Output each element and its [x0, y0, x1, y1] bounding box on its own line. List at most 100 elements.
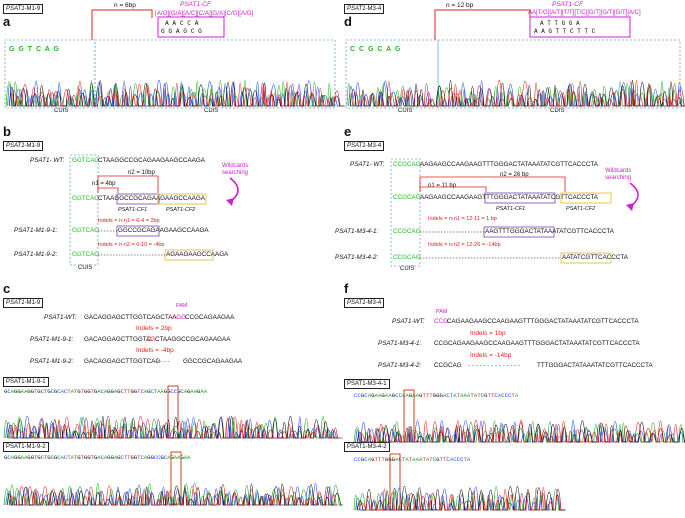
- r1-box-e: [483, 226, 555, 238]
- sample-tag-e: PSAT1-M3-4: [344, 141, 385, 151]
- sample-tag-b: PSAT1-M1-9: [3, 141, 44, 151]
- wt-pam-c: AGG: [172, 314, 186, 321]
- wt-name-f: PSAT1-WT:: [392, 318, 425, 325]
- trace-a-0: [5, 80, 336, 107]
- n1-label-e: n1 = 11 bp: [428, 183, 457, 189]
- cf2-label-b: PSAT1-CF2: [166, 207, 196, 213]
- r2-dash-f: - - - - - - - - - - - - - -: [468, 362, 521, 369]
- indel2-c: Indels = -4bp: [136, 347, 174, 354]
- trace-a-3: [10, 81, 342, 107]
- indel1-c: Indels = 2bp: [136, 325, 172, 332]
- trace-d-2: [350, 80, 684, 107]
- r2-green-e: CCGCAG: [393, 254, 421, 261]
- r1-name-c: PSAT1-M1-9-1:: [30, 336, 74, 343]
- mid-green-b: GGTCAG: [72, 195, 100, 202]
- trace-f2-3: [358, 486, 562, 511]
- pam-label-c: PAM: [176, 303, 188, 309]
- chromatogram-traces: [3, 80, 685, 511]
- cf1-label-b: PSAT1-CF1: [118, 207, 148, 213]
- r1-red-c: AG: [146, 336, 156, 343]
- wt-b-c: CCGCAGAAGAA: [185, 314, 235, 321]
- cf-pattern-d: AA[T/G][A/T][T/T][T/C][G/T][G/T][G/T][A/…: [528, 10, 641, 16]
- n2-bracket-b: [97, 175, 159, 193]
- r1-a-f: CCGCAGAAGAAGCCAAGAAGTTTGGGACTATAAATATCGT…: [434, 340, 640, 347]
- n1-bracket-b: [97, 187, 119, 193]
- r2-box-b: [164, 249, 214, 261]
- sample-tag-a: PSAT1-M1-9: [3, 4, 44, 14]
- trace-c1-3: [8, 415, 343, 439]
- wildcards-label-e: Wildcards searching: [605, 168, 632, 181]
- sample-tag-f: PSAT1-M3-4: [344, 298, 385, 308]
- panel-label-f: f: [344, 281, 349, 296]
- r1-box-b: [116, 225, 160, 237]
- chrom2-tag-f: PSAT1-M3-4-2: [344, 442, 390, 452]
- r2-box-e: [560, 252, 612, 264]
- indel1-b: Indels = n-n1 = 6-4 = 2bp: [98, 218, 160, 224]
- cuis-label-e: CUIS: [400, 266, 415, 272]
- chrom1-tag-c: PSAT1-M1-9-1: [3, 377, 49, 387]
- n-label-a: n = 6bp: [114, 2, 136, 9]
- n-label-d: n = 12 bp: [446, 2, 474, 9]
- trace-f1-3: [358, 419, 681, 443]
- r2-rest-e: AATATCGTTCACCCTA: [562, 254, 628, 261]
- cf-label-a: PSAT1-CF: [180, 1, 211, 8]
- wildcards-arrowhead-b: [226, 198, 234, 206]
- cuis-box-e: [390, 158, 421, 267]
- chrom1-tag-f: PSAT1-M3-4-1: [344, 379, 390, 389]
- box-top-d: A T T G G A: [540, 20, 580, 27]
- r1-green-b: GGTCAG: [72, 227, 100, 234]
- r2-name-b: PSAT1-M1-9-2:: [14, 251, 58, 258]
- box-top-a: A A C C A: [165, 20, 199, 27]
- n1-label-b: n1 = 4bp: [92, 181, 116, 187]
- wt-rest-b: CTAAGGCCGCAGAAGAAGCCAAGA: [98, 157, 205, 164]
- n2-label-b: n2 = 10bp: [128, 170, 155, 176]
- n-bracket-d: [434, 9, 531, 40]
- mid-green-e: CCGCAG: [393, 194, 421, 201]
- panel-label-b: b: [3, 124, 11, 139]
- r2-name-c: PSAT1-M1-9-2:: [30, 358, 74, 365]
- cdis-box-a: [94, 39, 336, 109]
- cdis-label-d: CDIS: [550, 108, 565, 114]
- r1-name-b: PSAT1-M1-9-1:: [14, 227, 58, 234]
- wt-green-e: CCGCAG: [393, 161, 421, 168]
- n-bracket-a: [91, 9, 153, 40]
- panel-label-e: e: [344, 124, 352, 139]
- indel2-f: Indels = -14bp: [470, 352, 512, 359]
- chrom2-seq-f: CCGCAGTTTGGGACTATAAATATCGTTCACCCTA: [354, 456, 471, 463]
- r2-a-c: GACAGGAGCTTGGTCAG: [84, 358, 161, 365]
- cf-label-d: PSAT1-CF: [552, 1, 583, 8]
- cf2-label-e: PSAT1-CF2: [566, 206, 596, 212]
- wildcards-label-b: Wildcards searching: [222, 163, 249, 176]
- chrom1-seq-c: GCAGGAAGGTGCTGCGCACTATGTGGTGACAGGAGCTTGG…: [4, 388, 208, 395]
- trace-f1-1: [355, 419, 685, 443]
- r2-b-f: TTTGGGACTATAAATATCGTTCACCCTA: [537, 362, 653, 369]
- left-seq-d: C C G C A G: [350, 46, 402, 53]
- panel-label-a: a: [3, 14, 11, 29]
- trace-d-3: [351, 80, 685, 107]
- cf1-box-b: [116, 193, 160, 205]
- cuis-label-b: CUIS: [78, 265, 93, 271]
- r1-name-e: PSAT1-M3-4-1:: [335, 228, 379, 235]
- r1-rest-b: GGCCGCAGAAGAAGCCAAGA: [118, 227, 209, 234]
- indel2-e: Indels = n-n2 = 12-26 = -14bp: [428, 242, 501, 248]
- mid-rest-e: AAGAAGCCAAGAAGTTTGGGACTATAAATATCGTTCACCC…: [420, 194, 598, 201]
- panel-label-c: c: [3, 281, 11, 296]
- n1-bracket-e: [419, 186, 487, 192]
- cf-pattern-a: [A/G][G/A][A/C][C/A][G/A][C/G][A/G]: [155, 10, 254, 17]
- cf-box-d: [529, 16, 631, 38]
- cdis-box-d: [437, 39, 681, 109]
- r2-rest-b: AGAAGAAGCCAAGA: [166, 251, 229, 258]
- wt-name-c: PSAT1-WT:: [44, 314, 77, 321]
- cdis-label-a: CDIS: [204, 108, 219, 114]
- cf-box-a: [157, 16, 225, 38]
- chrom-box-f2: [389, 453, 401, 511]
- cf1-label-e: PSAT1-CF1: [496, 206, 526, 212]
- sample-tag-d: PSAT1-M3-4: [344, 4, 385, 14]
- panel-label-d: d: [344, 14, 352, 29]
- r1-green-e: CCGCAG: [393, 228, 421, 235]
- trace-c1-2: [7, 415, 337, 439]
- r2-dash-c: - - - -: [156, 358, 170, 365]
- wt-a-c: GACAGGAGCTTGGTCAGCTAA: [84, 314, 177, 321]
- trace-f1-2: [357, 420, 685, 443]
- wildcards-arrow-e: [629, 182, 639, 208]
